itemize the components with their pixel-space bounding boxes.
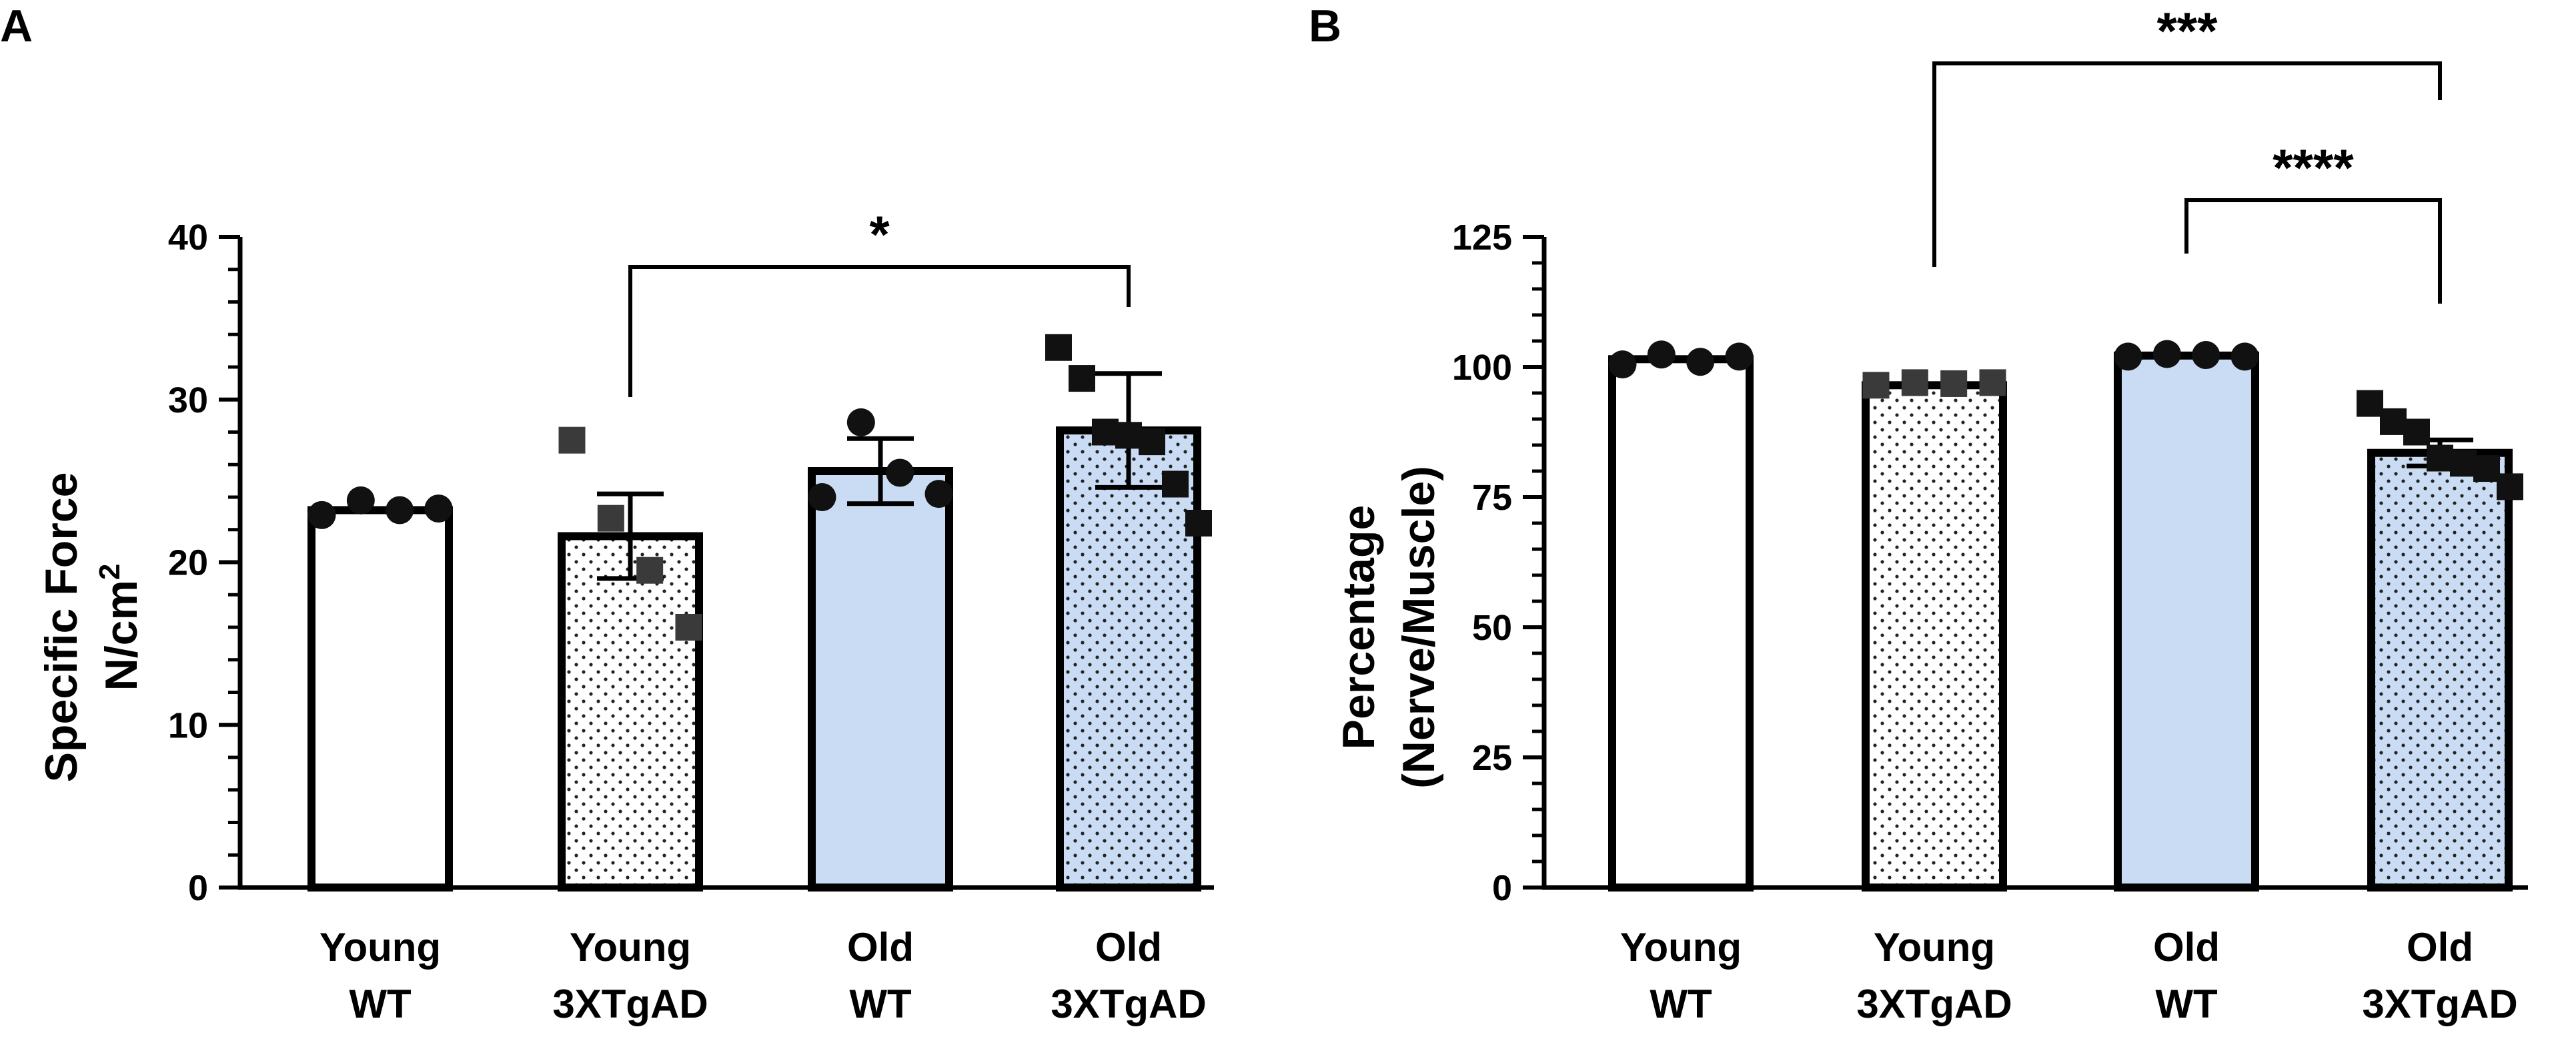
data-point [559, 427, 586, 454]
y-tick-label: 20 [168, 543, 208, 583]
panel-letter: A [0, 1, 33, 51]
category-label-line2: 3XTgAD [1051, 982, 1206, 1026]
data-point [2427, 445, 2453, 472]
category-label-line2: 3XTgAD [1856, 982, 2012, 1026]
y-tick-label: 25 [1472, 738, 1512, 778]
y-axis-title: Specific Force N/cm2 [36, 472, 147, 783]
category-label-line2: WT [849, 982, 911, 1026]
data-point [2231, 342, 2259, 370]
data-point [1045, 334, 1072, 361]
category-label-line1: Young [319, 925, 441, 970]
y-tick-label: 100 [1452, 348, 1512, 388]
data-point [676, 614, 702, 641]
bar-dot-pattern [1866, 385, 2003, 888]
category-label-line2: WT [2155, 982, 2217, 1026]
data-point [1115, 422, 1142, 448]
data-point [1185, 510, 1212, 537]
category-label-line1: Old [847, 925, 914, 970]
category-label-line2: 3XTgAD [552, 982, 708, 1026]
data-point [425, 494, 453, 522]
category-label-line1: Young [570, 925, 691, 970]
bar-dot-pattern [1060, 430, 1197, 888]
data-point [386, 496, 414, 524]
data-point [2380, 408, 2407, 435]
y-axis-title-line1: Percentage [1333, 505, 1384, 750]
data-point [1686, 348, 1714, 376]
category-label-line1: Young [1620, 925, 1742, 970]
data-point [2114, 342, 2142, 370]
significance-label: * [869, 205, 890, 264]
bar-fill [2118, 356, 2255, 888]
data-point [636, 557, 663, 584]
y-tick-label: 10 [168, 705, 208, 745]
category-label-line2: 3XTgAD [2362, 982, 2517, 1026]
data-point [808, 483, 836, 511]
data-point [1162, 471, 1189, 498]
y-tick-label: 40 [168, 218, 208, 258]
y-tick-label: 0 [188, 868, 208, 908]
data-point [1980, 369, 2006, 396]
data-point [1092, 419, 1119, 446]
bar-dot-pattern [2371, 453, 2509, 888]
data-point [598, 505, 624, 532]
significance-label: **** [2273, 138, 2354, 197]
panel-a: A 0 10 20 30 40 Specific Force N/cm2 Young WT Youn… [0, 1, 1214, 1026]
data-point [925, 480, 953, 508]
y-tick-label: 30 [168, 380, 208, 420]
data-point [847, 408, 875, 436]
category-label-line1: Old [2153, 925, 2220, 970]
bar-fill [812, 471, 949, 888]
data-point [2473, 455, 2500, 482]
bar-fill [311, 510, 449, 888]
category-label-line1: Young [1874, 925, 1995, 970]
data-point [1863, 372, 1890, 398]
data-point [2450, 450, 2477, 476]
panel-letter: B [1309, 1, 1341, 51]
y-axis-title-line2: (Nerve/Muscle) [1393, 466, 1444, 789]
y-axis-title: Percentage (Nerve/Muscle) [1333, 466, 1444, 789]
y-tick-label: 0 [1492, 868, 1512, 908]
figure: A010203040Specific Force N/cm2YoungWTYoun… [0, 0, 2576, 1051]
data-point [1648, 340, 1676, 368]
data-point [2192, 341, 2220, 369]
data-point [1069, 365, 1095, 392]
y-tick-label: 125 [1452, 218, 1512, 258]
data-point [2357, 390, 2383, 417]
data-point [2497, 473, 2523, 500]
significance-bracket [630, 267, 1129, 397]
y-axis-title-line2: N/cm2 [93, 564, 147, 691]
y-tick-label: 50 [1472, 608, 1512, 648]
y-tick-label: 75 [1472, 478, 1512, 518]
significance-label: *** [2156, 1, 2218, 60]
data-point [886, 458, 914, 486]
category-label-line2: WT [1650, 982, 1712, 1026]
data-point [2153, 340, 2181, 368]
y-axis-title-line1: Specific Force [36, 472, 87, 783]
y-axis-title-superscript: 2 [93, 564, 126, 580]
data-point [1940, 370, 1967, 397]
category-label-line2: WT [349, 982, 411, 1026]
category-label-line1: Old [1095, 925, 1162, 970]
data-point [1902, 369, 1928, 396]
significance-bracket [2186, 200, 2440, 304]
data-point [308, 501, 336, 529]
data-point [2403, 419, 2430, 446]
bar-fill [1612, 359, 1750, 888]
data-point [1139, 428, 1165, 455]
data-point [1609, 350, 1637, 378]
bar-dot-pattern [562, 537, 699, 888]
category-label-line1: Old [2407, 925, 2473, 970]
panel-b: B 0 25 50 75 100 125 Percentage (Nerve/Muscle) Yo… [1309, 1, 2528, 1026]
data-point [347, 486, 375, 514]
data-point [1726, 342, 1754, 370]
